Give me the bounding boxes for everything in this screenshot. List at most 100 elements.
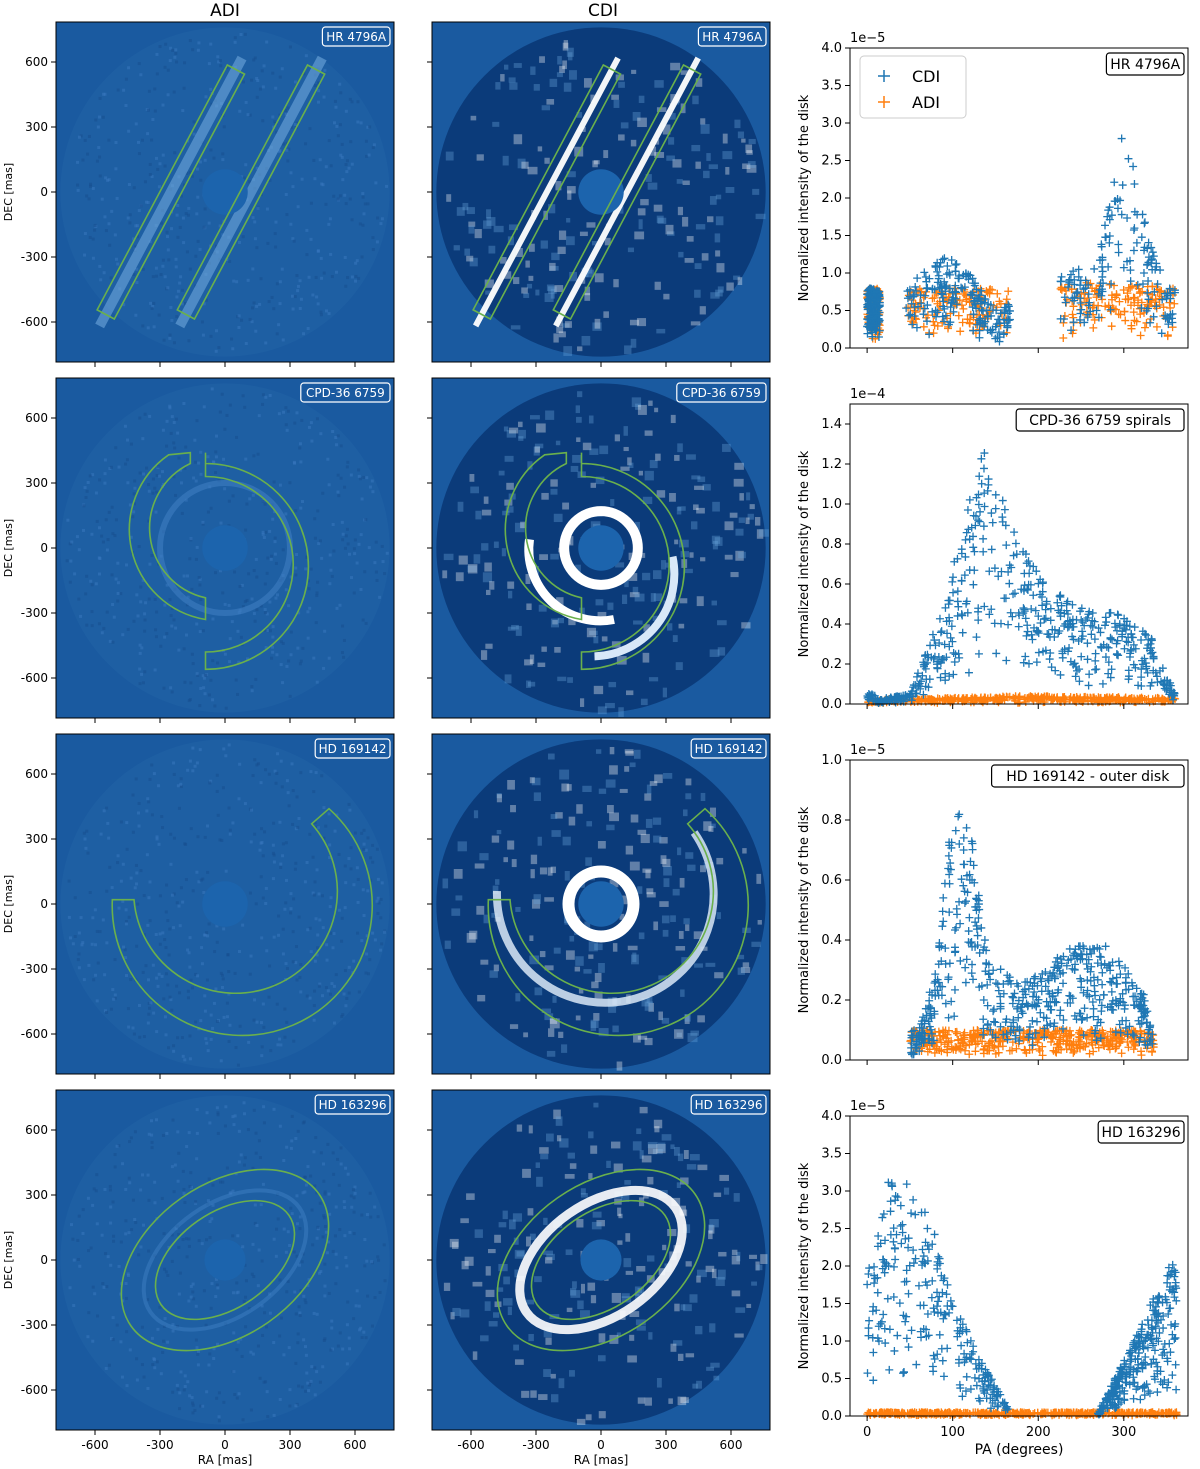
y-axis-label: Normalized intensity of the disk bbox=[797, 94, 812, 301]
data-point bbox=[1146, 296, 1155, 305]
data-point bbox=[948, 573, 957, 582]
data-point bbox=[1096, 628, 1105, 637]
data-point bbox=[943, 1042, 952, 1051]
data-point bbox=[1077, 652, 1086, 661]
data-point bbox=[1064, 277, 1073, 286]
data-point bbox=[1019, 658, 1028, 667]
data-point bbox=[1081, 276, 1090, 285]
x-tick-label: 0 bbox=[221, 1438, 229, 1452]
data-point bbox=[973, 931, 982, 940]
data-point bbox=[1104, 658, 1113, 667]
data-point bbox=[1104, 1042, 1113, 1051]
data-point bbox=[974, 607, 983, 616]
data-point bbox=[954, 274, 963, 283]
data-point bbox=[990, 564, 999, 573]
data-point bbox=[1022, 999, 1031, 1008]
data-point bbox=[1119, 286, 1128, 295]
data-point bbox=[1153, 280, 1162, 289]
data-point bbox=[1007, 563, 1016, 572]
data-point bbox=[1164, 320, 1173, 329]
data-point bbox=[999, 989, 1008, 998]
data-point bbox=[1121, 625, 1130, 634]
coronagraph-mask bbox=[202, 881, 248, 927]
data-point bbox=[904, 311, 913, 320]
data-point bbox=[1042, 997, 1051, 1006]
data-point bbox=[968, 288, 977, 297]
target-label-box bbox=[321, 26, 391, 47]
data-point bbox=[1019, 604, 1028, 613]
data-point bbox=[1037, 592, 1046, 601]
data-point bbox=[1114, 248, 1123, 257]
data-point bbox=[1120, 644, 1129, 653]
target-label-box bbox=[690, 1094, 767, 1115]
data-point bbox=[1024, 659, 1033, 668]
data-point bbox=[939, 893, 948, 902]
data-point bbox=[1052, 694, 1061, 703]
data-point bbox=[865, 292, 874, 301]
plot-label-box bbox=[990, 764, 1185, 788]
data-point bbox=[976, 696, 985, 705]
data-point bbox=[1020, 695, 1029, 704]
intensity-plot: 0.0 0.2 0.4 0.6 0.8 1.0 1.2 1.4 1e−4 Normalized i… bbox=[797, 387, 1189, 712]
data-point bbox=[981, 317, 990, 326]
y-tick-label: -300 bbox=[21, 1318, 48, 1332]
data-point bbox=[1105, 609, 1114, 618]
data-point bbox=[1140, 654, 1149, 663]
data-point bbox=[1087, 949, 1096, 958]
data-point bbox=[989, 1007, 998, 1016]
data-point bbox=[1158, 295, 1167, 304]
data-point bbox=[964, 668, 973, 677]
data-point bbox=[1089, 1047, 1098, 1056]
data-point bbox=[956, 1045, 965, 1054]
y-tick-label: 300 bbox=[25, 120, 48, 134]
data-point bbox=[961, 552, 970, 561]
data-point bbox=[1129, 1039, 1138, 1048]
data-point bbox=[1144, 295, 1153, 304]
data-point bbox=[1114, 957, 1123, 966]
data-point bbox=[1131, 992, 1140, 1001]
data-point bbox=[953, 554, 962, 563]
data-point bbox=[1000, 505, 1009, 514]
data-point bbox=[1083, 293, 1092, 302]
data-point bbox=[1091, 649, 1100, 658]
data-point bbox=[991, 504, 1000, 513]
scale-factor: 1e−4 bbox=[850, 387, 885, 402]
data-point bbox=[1108, 635, 1117, 644]
data-point bbox=[920, 268, 929, 277]
target-label-box bbox=[314, 1094, 391, 1115]
data-point bbox=[917, 299, 926, 308]
x-axis-label: RA [mas] bbox=[198, 1453, 253, 1467]
data-point bbox=[1034, 648, 1043, 657]
data-point bbox=[1096, 279, 1105, 288]
data-point bbox=[1146, 1035, 1155, 1044]
data-point bbox=[912, 689, 921, 698]
data-point bbox=[1041, 605, 1050, 614]
target-label-box bbox=[690, 738, 767, 759]
data-point bbox=[1075, 665, 1084, 674]
x-tick-label: -300 bbox=[146, 1438, 173, 1452]
y-tick-label: -300 bbox=[21, 962, 48, 976]
target-label: CPD-36 6759 bbox=[682, 386, 761, 400]
data-point bbox=[1074, 636, 1083, 645]
data-point bbox=[1066, 992, 1075, 1001]
data-point bbox=[963, 506, 972, 515]
data-point bbox=[1076, 693, 1085, 702]
data-point bbox=[1011, 692, 1020, 701]
data-point bbox=[1107, 665, 1116, 674]
data-point bbox=[1014, 982, 1023, 991]
data-point bbox=[1078, 1014, 1087, 1023]
cdi-series bbox=[863, 449, 1179, 707]
data-point bbox=[1137, 665, 1146, 674]
data-point bbox=[1151, 265, 1160, 274]
data-point bbox=[1036, 575, 1045, 584]
data-point bbox=[1014, 1013, 1023, 1022]
data-point bbox=[1126, 277, 1135, 286]
data-point bbox=[1120, 307, 1129, 316]
plot-label: HD 169142 - outer disk bbox=[1006, 769, 1170, 785]
data-point bbox=[1034, 999, 1043, 1008]
data-point bbox=[1078, 632, 1087, 641]
data-point bbox=[1065, 644, 1074, 653]
data-point bbox=[974, 649, 983, 658]
data-point bbox=[1143, 288, 1152, 297]
data-point bbox=[974, 516, 983, 525]
